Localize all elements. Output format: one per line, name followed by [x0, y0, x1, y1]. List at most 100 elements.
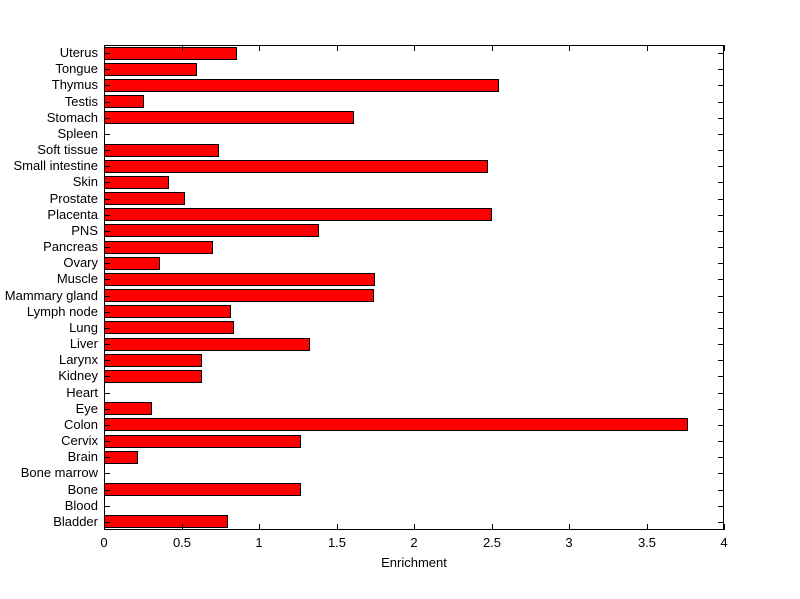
y-tick-label: Muscle [56, 271, 98, 286]
x-tick-label: 2.5 [482, 535, 502, 550]
x-tick-bottom [259, 524, 260, 530]
y-tick-right [718, 134, 724, 135]
y-tick-right [718, 522, 724, 523]
y-tick-label: Brain [67, 449, 98, 464]
y-tick-left [104, 215, 110, 216]
bar-kidney [104, 370, 202, 383]
y-tick-left [104, 425, 110, 426]
y-tick-left [104, 279, 110, 280]
y-tick-right [718, 279, 724, 280]
y-tick-right [718, 53, 724, 54]
x-tick-top [104, 45, 105, 51]
y-tick-left [104, 69, 110, 70]
bar-lymph-node [104, 305, 231, 318]
y-tick-right [718, 360, 724, 361]
y-tick-label: Larynx [58, 352, 98, 367]
bar-pns [104, 224, 319, 237]
bar-eye [104, 402, 152, 415]
x-tick-top [569, 45, 570, 51]
x-tick-label: 1 [255, 535, 263, 550]
bar-bone [104, 483, 301, 496]
x-tick-label: 3 [565, 535, 573, 550]
y-tick-label: PNS [71, 223, 98, 238]
y-tick-label: Colon [64, 417, 98, 432]
bar-prostate [104, 192, 185, 205]
y-tick-label: Lung [69, 320, 98, 335]
y-tick-left [104, 247, 110, 248]
x-tick-top [492, 45, 493, 51]
bar-lung [104, 321, 234, 334]
y-tick-left [104, 376, 110, 377]
x-tick-bottom [104, 524, 105, 530]
y-tick-right [718, 150, 724, 151]
y-tick-left [104, 263, 110, 264]
bar-liver [104, 338, 310, 351]
x-tick-bottom [182, 524, 183, 530]
y-tick-left [104, 506, 110, 507]
x-tick-label: 2 [410, 535, 418, 550]
y-tick-right [718, 231, 724, 232]
y-tick-label: Prostate [49, 191, 98, 206]
bar-soft-tissue [104, 144, 219, 157]
y-tick-label: Bone [67, 482, 98, 497]
y-tick-right [718, 215, 724, 216]
x-tick-top [647, 45, 648, 51]
bar-thymus [104, 79, 499, 92]
y-tick-right [718, 296, 724, 297]
y-tick-left [104, 457, 110, 458]
y-tick-right [718, 441, 724, 442]
x-tick-top [337, 45, 338, 51]
x-tick-bottom [337, 524, 338, 530]
bar-colon [104, 418, 688, 431]
y-tick-right [718, 506, 724, 507]
bar-placenta [104, 208, 492, 221]
y-tick-right [718, 376, 724, 377]
y-tick-right [718, 457, 724, 458]
bar-stomach [104, 111, 354, 124]
bar-mammary-gland [104, 289, 374, 302]
bar-tongue [104, 63, 197, 76]
y-tick-left [104, 312, 110, 313]
x-tick-bottom [724, 524, 725, 530]
y-tick-right [718, 247, 724, 248]
y-tick-label: Blood [64, 498, 98, 513]
y-tick-right [718, 312, 724, 313]
y-tick-label: Small intestine [13, 158, 98, 173]
y-tick-label: Mammary gland [4, 288, 98, 303]
y-tick-right [718, 425, 724, 426]
x-tick-top [182, 45, 183, 51]
y-tick-label: Heart [66, 385, 98, 400]
y-tick-label: Kidney [58, 368, 98, 383]
plot-area [104, 45, 724, 530]
y-tick-right [718, 344, 724, 345]
y-tick-right [718, 85, 724, 86]
y-tick-right [718, 199, 724, 200]
bar-uterus [104, 47, 237, 60]
bar-ovary [104, 257, 160, 270]
y-tick-right [718, 102, 724, 103]
x-axis-title: Enrichment [381, 555, 447, 570]
y-tick-left [104, 393, 110, 394]
y-tick-left [104, 102, 110, 103]
x-tick-bottom [414, 524, 415, 530]
y-tick-label: Stomach [46, 110, 98, 125]
x-tick-label: 1.5 [327, 535, 347, 550]
bar-larynx [104, 354, 202, 367]
y-tick-label: Placenta [47, 207, 98, 222]
y-tick-label: Cervix [61, 433, 98, 448]
x-tick-bottom [569, 524, 570, 530]
y-tick-label: Tongue [55, 61, 98, 76]
bar-cervix [104, 435, 301, 448]
y-tick-left [104, 182, 110, 183]
y-tick-left [104, 53, 110, 54]
y-tick-left [104, 522, 110, 523]
y-tick-right [718, 490, 724, 491]
x-tick-top [259, 45, 260, 51]
y-tick-label: Eye [75, 401, 98, 416]
y-tick-left [104, 409, 110, 410]
bar-muscle [104, 273, 375, 286]
y-tick-label: Bladder [53, 514, 98, 529]
y-tick-label: Uterus [59, 45, 98, 60]
y-tick-label: Soft tissue [37, 142, 98, 157]
